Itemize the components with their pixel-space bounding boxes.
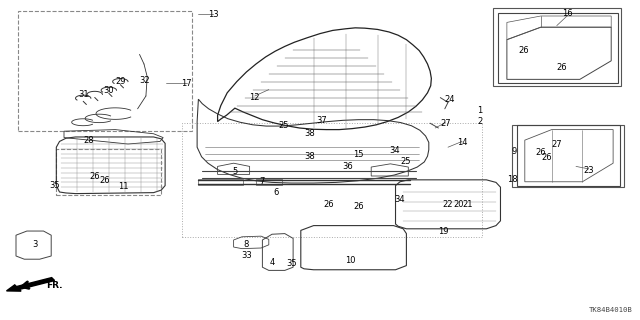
Text: 35: 35 xyxy=(49,181,60,190)
Text: 24: 24 xyxy=(445,95,455,104)
Text: 16: 16 xyxy=(563,9,573,18)
Text: 4: 4 xyxy=(270,258,275,267)
Text: 12: 12 xyxy=(250,93,260,102)
Text: 26: 26 xyxy=(542,153,552,162)
Text: 1: 1 xyxy=(477,106,483,115)
Text: 3: 3 xyxy=(33,240,38,249)
Text: 37: 37 xyxy=(316,116,326,124)
Text: 28: 28 xyxy=(84,136,94,145)
Text: 14: 14 xyxy=(457,138,467,147)
Text: 26: 26 xyxy=(536,148,546,156)
Bar xyxy=(493,8,621,86)
Text: FR.: FR. xyxy=(46,281,63,290)
Bar xyxy=(18,11,192,131)
Bar xyxy=(512,125,624,187)
Text: TK84B4010B: TK84B4010B xyxy=(589,307,632,313)
Bar xyxy=(56,149,161,195)
Text: 8: 8 xyxy=(244,240,249,249)
Text: 20: 20 xyxy=(453,200,463,209)
Text: 15: 15 xyxy=(353,150,364,159)
Text: 13: 13 xyxy=(208,10,218,19)
Text: 26: 26 xyxy=(99,176,109,185)
Text: 27: 27 xyxy=(440,119,451,128)
Text: 19: 19 xyxy=(438,228,449,236)
Text: 32: 32 xyxy=(140,76,150,85)
Text: 36: 36 xyxy=(343,162,353,171)
Text: 17: 17 xyxy=(182,79,192,88)
Text: 26: 26 xyxy=(90,172,100,180)
Text: 22: 22 xyxy=(443,200,453,209)
Text: 34: 34 xyxy=(389,146,399,155)
Text: 30: 30 xyxy=(103,86,113,95)
Text: 29: 29 xyxy=(115,77,125,86)
Text: 38: 38 xyxy=(305,152,315,161)
Text: 26: 26 xyxy=(324,200,334,209)
Text: 2: 2 xyxy=(477,117,483,126)
Text: 38: 38 xyxy=(305,129,315,138)
Text: 25: 25 xyxy=(401,157,411,166)
Text: 11: 11 xyxy=(118,182,129,191)
Text: 27: 27 xyxy=(552,140,562,149)
Text: 26: 26 xyxy=(518,46,529,55)
Text: 26: 26 xyxy=(556,63,566,72)
Text: 26: 26 xyxy=(353,202,364,211)
Bar xyxy=(182,123,482,237)
Text: 25: 25 xyxy=(278,121,289,130)
Text: 34: 34 xyxy=(395,195,405,204)
Text: 18: 18 xyxy=(507,175,517,184)
Text: 35: 35 xyxy=(286,260,296,268)
Text: 9: 9 xyxy=(511,147,516,156)
Text: 7: 7 xyxy=(260,177,265,186)
Text: 10: 10 xyxy=(345,256,355,265)
Text: 33: 33 xyxy=(241,252,252,260)
FancyArrow shape xyxy=(6,278,54,291)
Text: 31: 31 xyxy=(79,90,89,99)
Text: 5: 5 xyxy=(232,167,237,176)
Text: 23: 23 xyxy=(584,166,594,175)
Text: 21: 21 xyxy=(462,200,472,209)
Text: 6: 6 xyxy=(274,188,279,197)
